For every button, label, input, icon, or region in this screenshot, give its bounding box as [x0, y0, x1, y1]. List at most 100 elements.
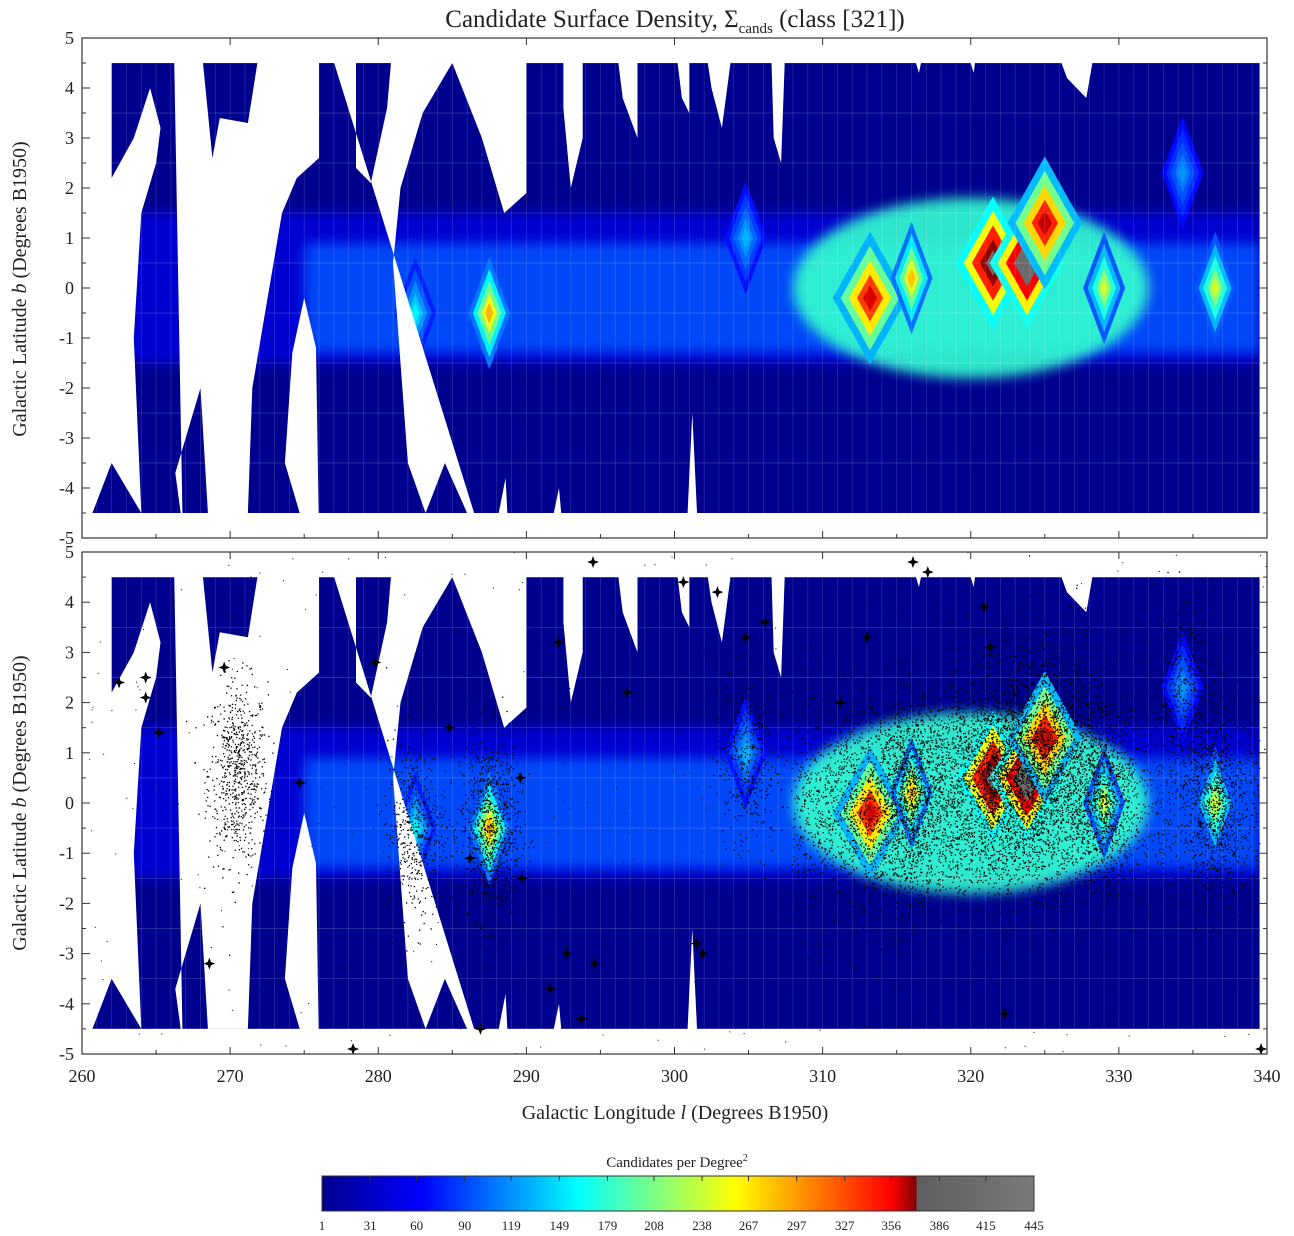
y-tick-label: -2 [59, 893, 74, 913]
y-tick-label: 0 [65, 793, 74, 813]
density-contour-1-4 [485, 302, 494, 324]
bright-star-34 [1255, 1042, 1268, 1055]
y-tick-label: -5 [59, 528, 74, 548]
bottom-density-panel: 260 270 280 290 300 310 320 330 340 -5 -4 -3 -2 -1 0 1 2… [9, 542, 1281, 1124]
colorbar-tick-label: 208 [644, 1218, 664, 1233]
x-tick-label: 300 [661, 1066, 688, 1086]
coverage-gap-4 [563, 552, 583, 703]
bottom-density-field [82, 552, 1267, 1054]
colorbar-tick-label: 415 [976, 1218, 996, 1233]
density-contour-6-4 [1019, 250, 1035, 276]
y-tick-label: -4 [59, 478, 74, 498]
y-tick-label: 1 [65, 228, 74, 248]
bright-star-14 [544, 982, 557, 995]
colorbar-tick-label: 445 [1024, 1218, 1044, 1233]
colorbar-tick-label: 31 [364, 1218, 377, 1233]
y-tick-label: 1 [65, 743, 74, 763]
density-contour-11-4 [1178, 162, 1187, 184]
y-tick-label: 5 [65, 542, 74, 562]
y-tick-label: 2 [65, 693, 74, 713]
density-contour-11-4 [1178, 676, 1187, 699]
x-tick-label: 260 [69, 1066, 96, 1086]
y-tick-label: -2 [59, 378, 74, 398]
top-ticks: -5 -4 -3 -2 -1 0 1 2 3 4 5 [59, 28, 1268, 548]
bright-star-25 [739, 631, 752, 644]
bright-star-1 [139, 671, 152, 684]
y-tick-label: -3 [59, 944, 74, 964]
coverage-gap-8 [770, 38, 786, 163]
coverage-gap-8 [770, 552, 786, 678]
coverage-gap-14 [686, 413, 699, 538]
density-contour-10-4 [1211, 277, 1220, 299]
bright-star-21 [677, 576, 690, 589]
top-density-panel: -5 -4 -3 -2 -1 0 1 2 3 4 5 Galactic Latitude b (De… [9, 28, 1268, 548]
bright-star-7 [347, 1042, 360, 1055]
bright-star-17 [575, 1012, 588, 1025]
coverage-gap-3 [284, 813, 319, 1054]
colorbar-gradient [321, 1175, 1035, 1212]
top-grid [89, 62, 1260, 513]
density-contour-10-4 [1211, 792, 1220, 814]
bright-star-8 [369, 656, 382, 669]
coverage-gap-2 [326, 552, 527, 1054]
y-tick-label: -1 [59, 843, 74, 863]
bright-stars [113, 556, 1268, 1055]
bottom-ticks: 260 270 280 290 300 310 320 330 340 -5 -4 -3 -2 -1 0 1 2… [59, 542, 1281, 1086]
density-contour-9-4 [1100, 277, 1109, 299]
bright-star-33 [998, 1007, 1011, 1020]
candidate-dots [89, 552, 1267, 1054]
y-tick-label: -3 [59, 428, 74, 448]
y-tick-label: 2 [65, 178, 74, 198]
chart-title: Candidate Surface Density, Σcands (class… [445, 6, 904, 37]
bright-star-31 [978, 601, 991, 614]
bright-star-4 [203, 957, 216, 970]
colorbar-tick-label: 119 [502, 1218, 521, 1233]
bright-star-20 [621, 686, 634, 699]
x-tick-label: 290 [513, 1066, 540, 1086]
colorbar-tick-label: 386 [930, 1218, 950, 1233]
y-tick-label: 4 [65, 78, 74, 98]
x-tick-label: 270 [217, 1066, 244, 1086]
bright-star-11 [474, 1022, 487, 1035]
bottom-y-axis-label: Galactic Latitude b (Degrees B1950) [9, 655, 31, 950]
y-tick-label: -1 [59, 328, 74, 348]
y-tick-label: 4 [65, 592, 74, 612]
coverage-gap-3 [284, 298, 319, 538]
density-contour-4-4 [862, 285, 878, 311]
density-contour-9-4 [1100, 792, 1109, 814]
bright-star-19 [588, 957, 601, 970]
x-tick-label: 340 [1254, 1066, 1281, 1086]
y-tick-label: 3 [65, 128, 74, 148]
density-contour-7-4 [1037, 210, 1052, 236]
bright-star-9 [443, 721, 456, 734]
top-y-axis-label: Galactic Latitude b (Degrees B1950) [9, 141, 31, 436]
y-tick-label: -4 [59, 994, 74, 1014]
density-contour-3-4 [741, 227, 750, 249]
colorbar-tick-label: 356 [882, 1218, 902, 1233]
bright-star-28 [861, 631, 874, 644]
bright-star-26 [758, 616, 771, 629]
bright-star-23 [696, 947, 709, 960]
coverage-gap-4 [563, 38, 583, 188]
bright-star-0 [113, 676, 126, 689]
bright-star-18 [587, 556, 600, 569]
y-tick-label: 3 [65, 642, 74, 662]
x-tick-label: 310 [809, 1066, 836, 1086]
bright-star-15 [552, 636, 565, 649]
bright-star-22 [690, 937, 703, 950]
coverage-gap-0 [82, 38, 161, 538]
bright-star-2 [139, 691, 152, 704]
colorbar-tick-label: 149 [550, 1218, 570, 1233]
coverage-gap-1 [173, 38, 319, 528]
bright-star-32 [984, 641, 997, 654]
x-axis-label: Galactic Longitude l (Degrees B1950) [522, 1102, 829, 1124]
colorbar-tick-label: 327 [835, 1218, 855, 1233]
y-tick-label: -5 [59, 1044, 74, 1064]
bright-star-3 [153, 726, 166, 739]
candidate-points [89, 552, 1267, 1054]
colorbar-tick-label: 179 [598, 1218, 618, 1233]
colorbar-tick-label: 267 [739, 1218, 759, 1233]
bright-star-24 [711, 586, 724, 599]
bright-star-30 [921, 566, 934, 579]
